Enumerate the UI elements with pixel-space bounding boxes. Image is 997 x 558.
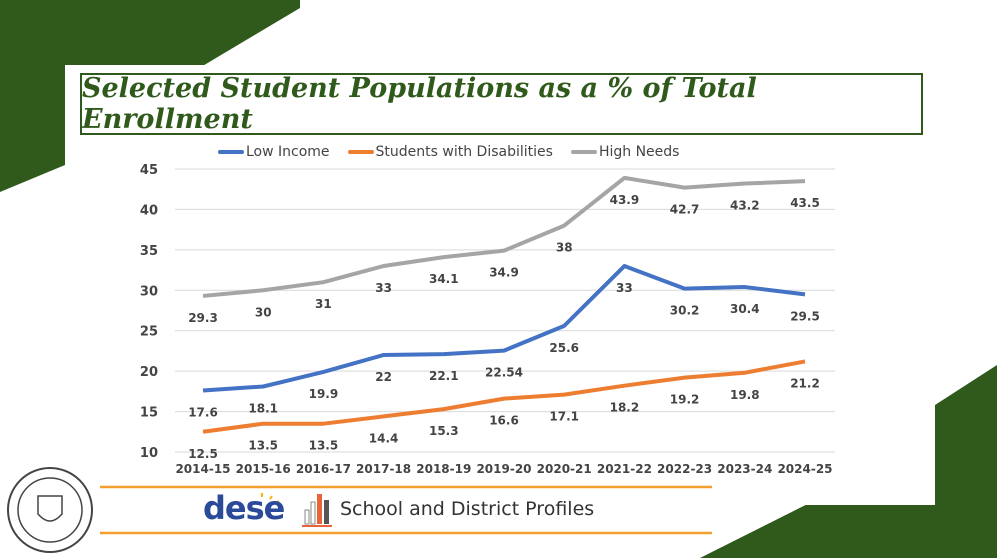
data-label: 18.1: [248, 402, 278, 416]
x-tick-label: 2018-19: [416, 462, 471, 476]
dese-logo: dese: [203, 489, 285, 527]
legend-item: High Needs: [570, 144, 680, 160]
data-label: 21.2: [790, 376, 820, 390]
data-label: 17.1: [549, 410, 579, 424]
data-label: 15.3: [429, 424, 459, 438]
data-label: 34.1: [429, 272, 459, 286]
x-tick-label: 2022-23: [657, 462, 712, 476]
data-label: 13.5: [248, 439, 278, 453]
x-tick-label: 2019-20: [476, 462, 531, 476]
y-tick-label: 25: [140, 325, 158, 340]
x-tick-label: 2014-15: [175, 462, 230, 476]
x-tick-label: 2015-16: [236, 462, 291, 476]
data-label: 31: [315, 297, 332, 311]
data-label: 14.4: [369, 431, 399, 445]
data-label: 42.7: [670, 203, 700, 217]
legend-item: Students with Disabilities: [347, 144, 553, 160]
legend-item: Low Income: [218, 144, 330, 160]
data-label: 19.2: [670, 393, 700, 407]
school-seal: [7, 467, 93, 553]
data-label: 29.5: [790, 309, 820, 323]
corner-decoration: [700, 365, 997, 558]
x-tick-label: 2016-17: [296, 462, 351, 476]
legend-label: High Needs: [598, 144, 680, 160]
legend-label: Low Income: [246, 144, 330, 160]
y-tick-label: 45: [140, 163, 158, 178]
data-label: 30.2: [670, 304, 700, 318]
bar-chart-icon: [302, 494, 332, 527]
series-line: [202, 359, 806, 434]
dese-sun-icon: [261, 493, 280, 504]
y-tick-label: 30: [140, 284, 158, 299]
x-tick-label: 2024-25: [777, 462, 832, 476]
data-label: 38: [556, 241, 573, 255]
y-tick-label: 35: [140, 244, 158, 259]
data-label: 22.1: [429, 369, 459, 383]
x-tick-label: 2017-18: [356, 462, 411, 476]
x-tick-label: 2021-22: [597, 462, 652, 476]
x-tick-label: 2023-24: [717, 462, 772, 476]
chart-title: Selected Student Populations as a % of T…: [82, 73, 757, 135]
title-box: Selected Student Populations as a % of T…: [80, 73, 923, 135]
data-label: 33: [375, 281, 392, 295]
series-line: [202, 264, 806, 393]
y-tick-label: 10: [140, 446, 158, 461]
x-tick-label: 2020-21: [537, 462, 592, 476]
data-label: 19.9: [309, 387, 339, 401]
y-tick-label: 20: [140, 365, 158, 380]
data-label: 17.6: [188, 406, 218, 420]
data-label: 43.9: [610, 193, 640, 207]
data-label: 25.6: [549, 341, 579, 355]
profiles-label: School and District Profiles: [340, 498, 595, 520]
y-tick-label: 15: [140, 406, 158, 421]
legend-label: Students with Disabilities: [375, 144, 553, 160]
data-label: 16.6: [489, 414, 519, 428]
data-label: 34.9: [489, 266, 519, 280]
data-label: 22: [375, 370, 392, 384]
data-label: 18.2: [610, 401, 640, 415]
data-label: 19.8: [730, 388, 760, 402]
data-label: 12.5: [188, 447, 218, 461]
data-label: 43.5: [790, 196, 820, 210]
data-label: 33: [616, 281, 633, 295]
series-line: [202, 175, 806, 298]
data-label: 22.54: [485, 366, 523, 380]
data-label: 30.4: [730, 302, 760, 316]
data-label: 29.3: [188, 311, 218, 325]
legend: Low Income Students with Disabilities Hi…: [218, 144, 679, 160]
data-label: 13.5: [309, 439, 339, 453]
data-label: 43.2: [730, 199, 760, 213]
y-tick-label: 40: [140, 203, 158, 218]
data-label: 30: [255, 305, 272, 319]
